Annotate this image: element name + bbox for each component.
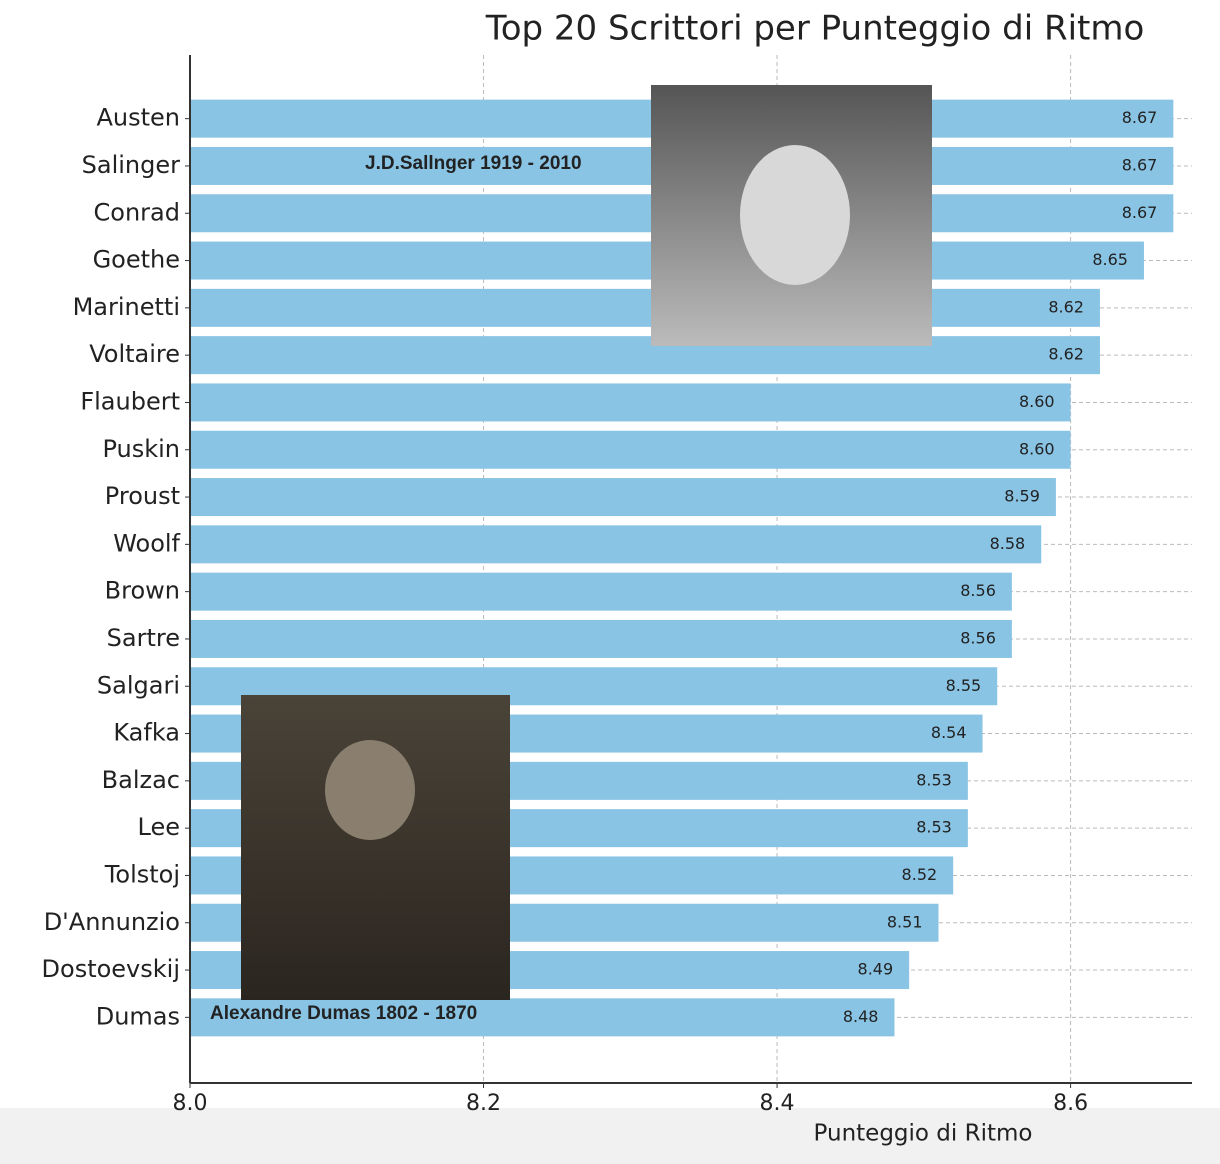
y-tick-label: Dostoevskij	[42, 955, 180, 983]
value-label: 8.67	[1122, 108, 1158, 127]
x-axis-label: Punteggio di Ritmo	[814, 1121, 1033, 1147]
bar	[190, 572, 1012, 611]
x-tick-label: 8.2	[466, 1091, 501, 1116]
value-label: 8.56	[960, 581, 996, 600]
value-label: 8.60	[1019, 439, 1055, 458]
value-label: 8.52	[902, 865, 938, 884]
value-label: 8.56	[960, 628, 996, 647]
bar	[190, 525, 1042, 564]
bar	[190, 998, 895, 1037]
value-label: 8.59	[1004, 487, 1040, 506]
value-label: 8.65	[1092, 250, 1128, 269]
y-tick-label: Woolf	[113, 529, 180, 557]
bar	[190, 383, 1071, 422]
value-label: 8.62	[1048, 345, 1084, 364]
value-label: 8.58	[990, 534, 1026, 553]
bar	[190, 478, 1056, 517]
y-tick-label: D'Annunzio	[44, 908, 180, 936]
bottom-strip	[0, 1108, 1220, 1164]
y-tick-label: Dumas	[96, 1002, 180, 1030]
bar	[190, 619, 1012, 658]
value-label: 8.54	[931, 723, 967, 742]
y-tick-label: Flaubert	[80, 387, 180, 415]
y-tick-label: Sartre	[107, 624, 180, 652]
value-label: 8.53	[916, 818, 952, 837]
annotation: J.D.Sallnger 1919 - 2010	[365, 153, 582, 174]
y-tick-label: Goethe	[93, 246, 180, 274]
y-tick-label: Salgari	[97, 671, 180, 699]
value-label: 8.48	[843, 1007, 879, 1026]
y-tick-label: Austen	[96, 104, 180, 132]
value-label: 8.67	[1122, 155, 1158, 174]
value-label: 8.67	[1122, 203, 1158, 222]
y-tick-label: Kafka	[113, 719, 180, 747]
photo-face	[325, 740, 415, 840]
y-tick-label: Tolstoj	[104, 860, 180, 888]
bar	[190, 288, 1100, 327]
y-tick-label: Balzac	[102, 766, 180, 794]
y-tick-label: Proust	[105, 482, 180, 510]
y-tick-label: Salinger	[82, 151, 180, 179]
value-label: 8.62	[1048, 297, 1084, 316]
value-label: 8.53	[916, 770, 952, 789]
y-tick-label: Brown	[105, 577, 180, 605]
x-tick-label: 8.0	[173, 1091, 208, 1116]
y-tick-label: Lee	[138, 813, 180, 841]
bar	[190, 430, 1071, 469]
photo-face	[740, 145, 850, 285]
y-tick-label: Conrad	[94, 198, 180, 226]
value-label: 8.60	[1019, 392, 1055, 411]
value-label: 8.55	[946, 676, 982, 695]
bar	[190, 336, 1100, 375]
value-label: 8.49	[858, 960, 894, 979]
x-tick-label: 8.6	[1053, 1091, 1088, 1116]
x-tick-label: 8.4	[760, 1091, 795, 1116]
y-tick-label: Puskin	[102, 435, 180, 463]
annotation: Alexandre Dumas 1802 - 1870	[210, 1003, 477, 1024]
chart-title: Top 20 Scrittori per Punteggio di Ritmo	[485, 9, 1145, 49]
value-label: 8.51	[887, 912, 923, 931]
y-tick-label: Voltaire	[89, 340, 180, 368]
y-tick-label: Marinetti	[73, 293, 180, 321]
